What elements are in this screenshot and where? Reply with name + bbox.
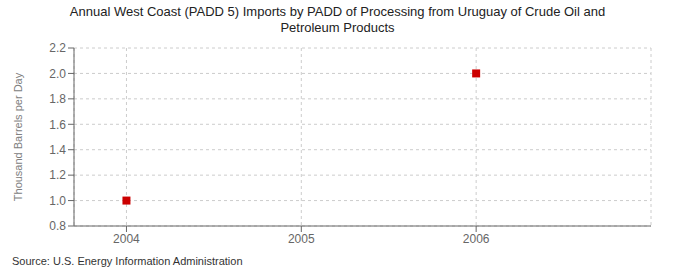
svg-text:1.6: 1.6 bbox=[49, 118, 66, 132]
svg-text:0.8: 0.8 bbox=[49, 219, 66, 233]
html-text:Petroleum Products: Petroleum Products bbox=[280, 20, 395, 35]
svg-text:1.4: 1.4 bbox=[49, 143, 66, 157]
svg-text:2006: 2006 bbox=[463, 232, 490, 246]
svg-text:1.0: 1.0 bbox=[49, 194, 66, 208]
svg-text:1.2: 1.2 bbox=[49, 168, 66, 182]
svg-text:2.0: 2.0 bbox=[49, 67, 66, 81]
html-text:Source: U.S. Energy Informatio: Source: U.S. Energy Information Administ… bbox=[12, 255, 243, 267]
html-text:Annual West Coast (PADD 5) Imp: Annual West Coast (PADD 5) Imports by PA… bbox=[69, 4, 606, 19]
svg-text:2005: 2005 bbox=[288, 232, 315, 246]
svg-text:Thousand Barrels per Day: Thousand Barrels per Day bbox=[12, 72, 24, 201]
svg-text:1.8: 1.8 bbox=[49, 92, 66, 106]
svg-text:2004: 2004 bbox=[113, 232, 140, 246]
svg-text:2.2: 2.2 bbox=[49, 41, 66, 55]
